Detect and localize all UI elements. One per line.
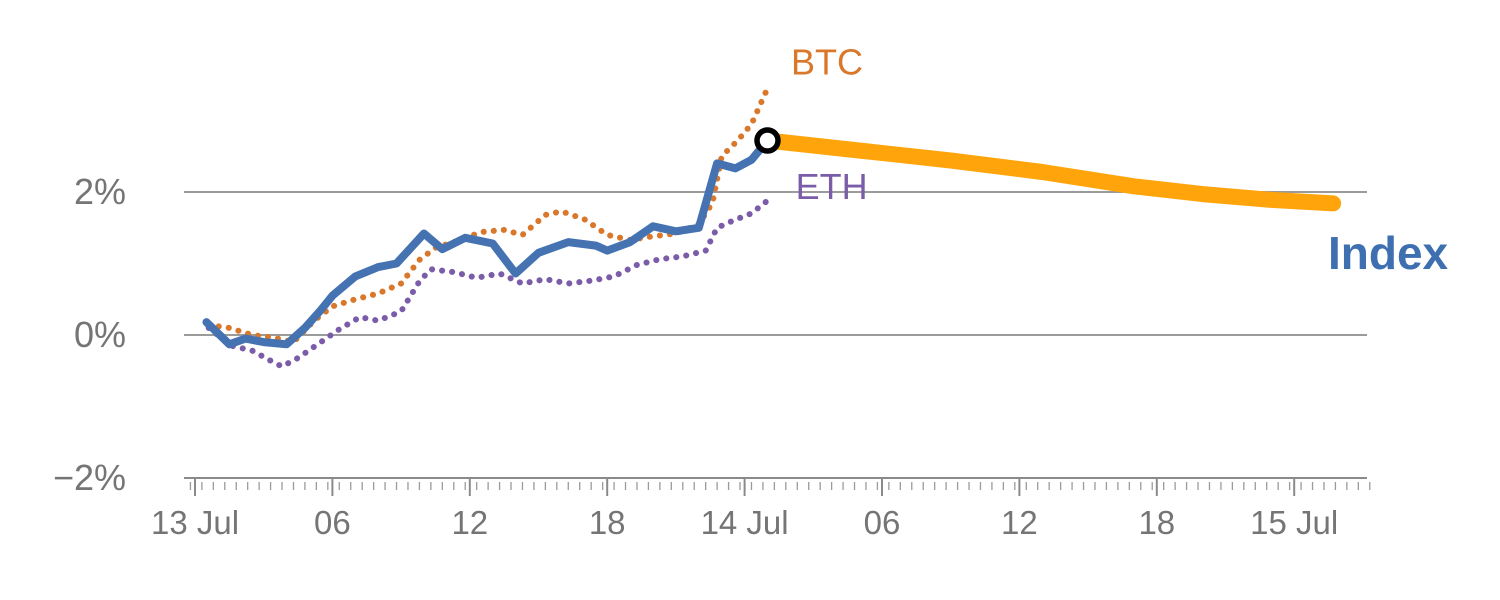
x-tick-label: 12: [451, 504, 488, 541]
x-tick-label: 12: [1001, 504, 1038, 541]
series-label-btc: BTC: [791, 41, 863, 82]
series-label-index: Index: [1328, 227, 1449, 279]
x-tick-label: 13 Jul: [151, 504, 239, 541]
x-tick-label: 06: [864, 504, 901, 541]
series-line-btc: [205, 85, 771, 346]
y-tick-label: −2%: [53, 457, 126, 498]
x-tick-label: 18: [1138, 504, 1175, 541]
series-line-index-forecast: [759, 132, 1342, 212]
series-line-index: [202, 136, 772, 349]
x-tick-label: 06: [314, 504, 351, 541]
x-tick-label: 15 Jul: [1250, 504, 1338, 541]
y-tick-label: 0%: [74, 314, 126, 355]
current-point-marker: [754, 127, 781, 154]
x-tick-label: 14 Jul: [701, 504, 789, 541]
y-tick-label: 2%: [74, 171, 126, 212]
series-label-eth: ETH: [796, 166, 868, 207]
x-tick-label: 18: [589, 504, 626, 541]
